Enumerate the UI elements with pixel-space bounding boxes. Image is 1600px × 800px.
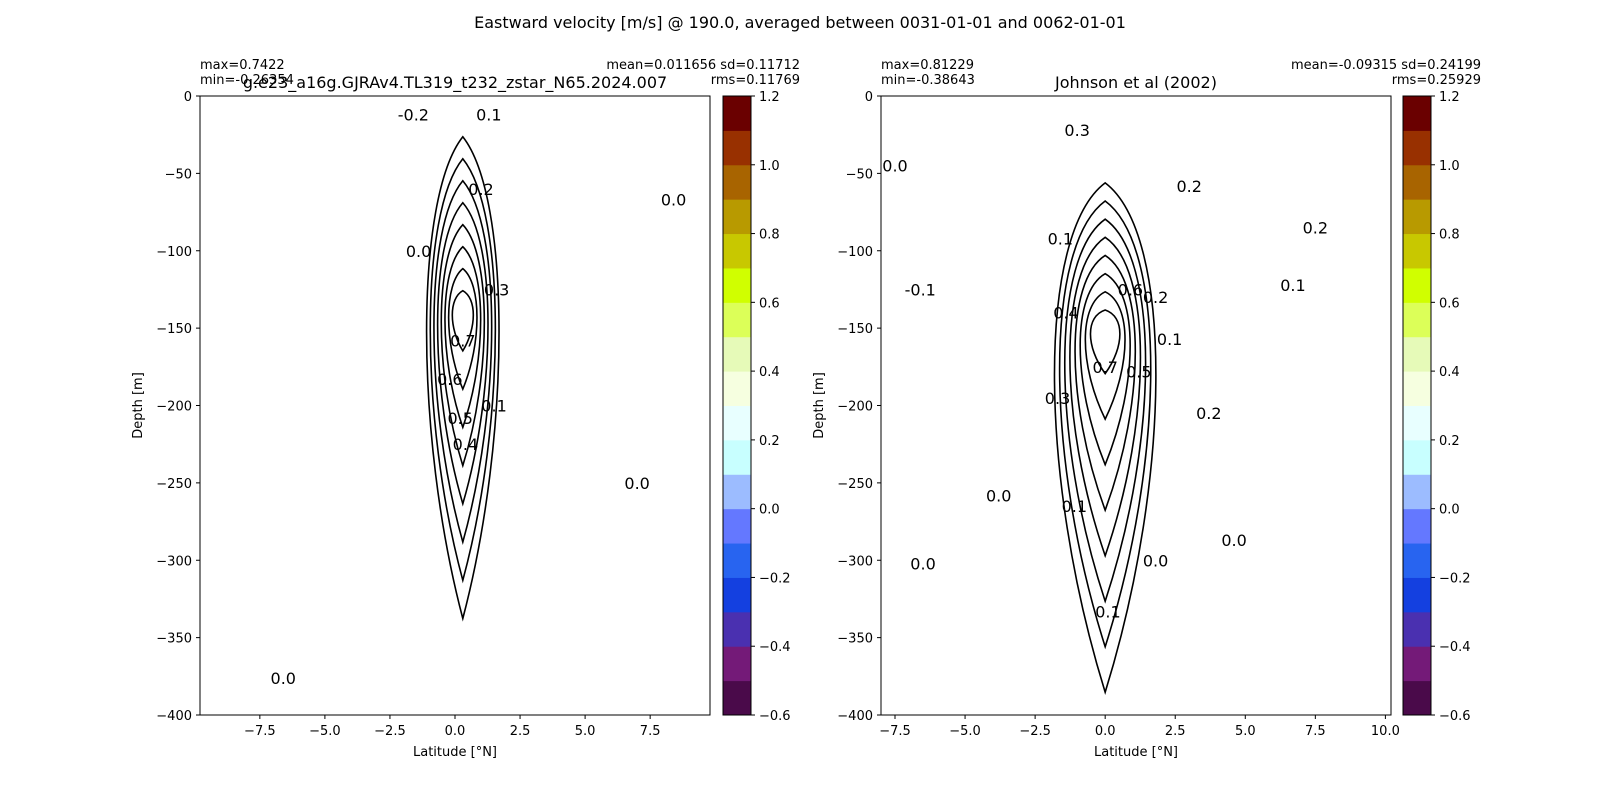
panel-1: -0.2 0.10.20.00.30.70.60.10.50.40.00.00.0… <box>131 58 800 760</box>
figure-suptitle: Eastward velocity [m/s] @ 190.0, average… <box>474 13 1126 32</box>
